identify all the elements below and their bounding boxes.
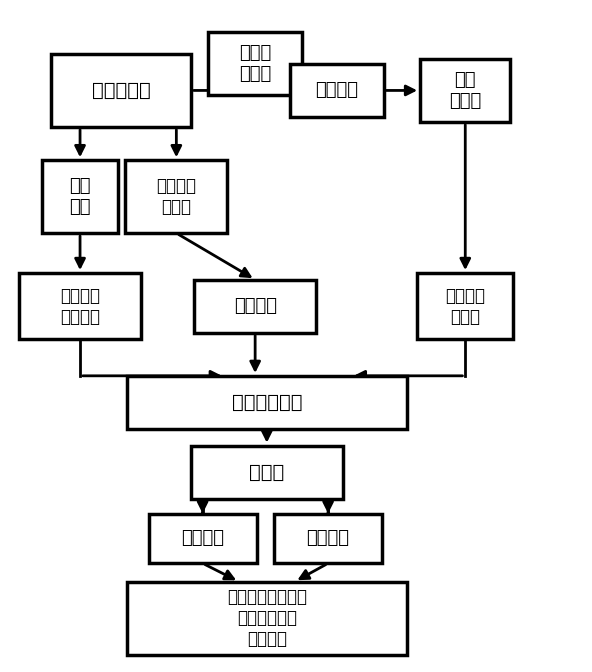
Text: 力传
感器: 力传 感器 — [69, 177, 91, 216]
Bar — [42, 160, 118, 233]
Text: 提取数据: 提取数据 — [307, 530, 350, 548]
Bar — [274, 513, 382, 563]
Text: 螺栓预紧
力信号: 螺栓预紧 力信号 — [445, 287, 485, 325]
Bar — [194, 280, 317, 333]
Text: 周期动态
载荷信号: 周期动态 载荷信号 — [60, 287, 100, 325]
Bar — [191, 446, 343, 499]
Text: 动态
应变仪: 动态 应变仪 — [449, 71, 481, 110]
Text: 位移信号: 位移信号 — [234, 297, 276, 315]
Bar — [126, 160, 227, 233]
Text: 实验组件: 实验组件 — [316, 81, 358, 99]
Text: 数据采集系统: 数据采集系统 — [231, 393, 302, 412]
Text: 理论分析: 理论分析 — [181, 530, 224, 548]
Bar — [19, 273, 141, 339]
Text: 材料试验机: 材料试验机 — [92, 81, 150, 100]
Bar — [51, 54, 191, 127]
Bar — [417, 273, 513, 339]
Bar — [127, 581, 407, 655]
Text: 计算机: 计算机 — [249, 462, 284, 482]
Bar — [420, 59, 510, 122]
Text: 直线位移
传感器: 直线位移 传感器 — [156, 177, 197, 216]
Bar — [208, 32, 302, 95]
Bar — [290, 64, 384, 117]
Bar — [127, 376, 407, 429]
Text: 周期动
态载荷: 周期动 态载荷 — [239, 44, 271, 83]
Bar — [149, 513, 256, 563]
Text: 螺栓结合面接触阻
尼相关数据及
特性曲线: 螺栓结合面接触阻 尼相关数据及 特性曲线 — [227, 588, 307, 648]
